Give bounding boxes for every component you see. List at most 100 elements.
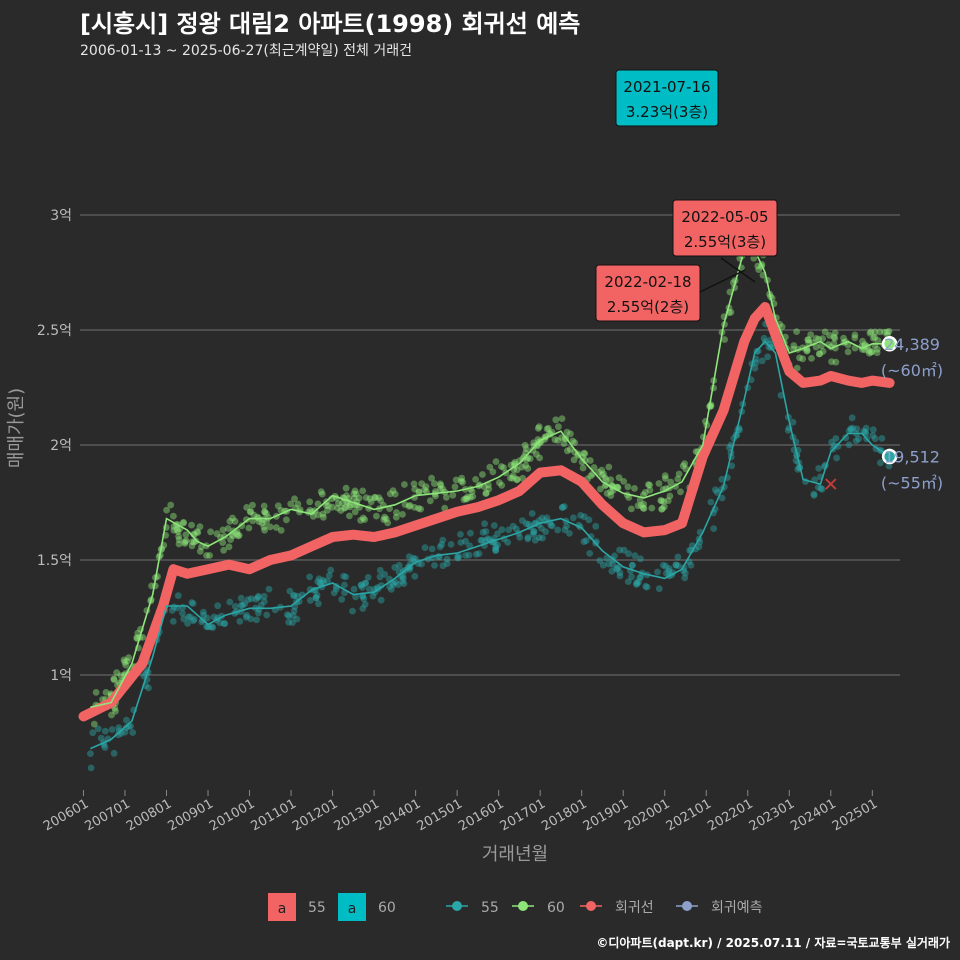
y-axis-label: 매매가(원) (6, 388, 27, 468)
scatter-point-55 (467, 529, 474, 537)
scatter-point-60 (532, 450, 540, 458)
last-point-area: (~55㎡) (881, 474, 943, 493)
chart-subtitle: 2006-01-13 ~ 2025-06-27(최근계약일) 전체 거래건 (80, 43, 412, 59)
scatter-point-55 (784, 427, 792, 434)
scatter-point-60 (451, 483, 459, 491)
scatter-point-55 (570, 514, 577, 522)
scatter-point-55 (342, 573, 350, 581)
scatter-point-55 (431, 562, 438, 569)
scatter-point-55 (115, 724, 123, 732)
scatter-point-55 (306, 597, 314, 604)
scatter-point-60 (511, 458, 519, 466)
scatter-point-55 (481, 520, 488, 528)
scatter-point-55 (295, 598, 303, 605)
scatter-point-55 (439, 536, 447, 544)
scatter-point-55 (586, 550, 594, 557)
last-point-60 (881, 336, 898, 352)
scatter-point-60 (827, 343, 835, 351)
scatter-point-60 (277, 527, 285, 534)
scatter-point-60 (203, 552, 210, 559)
scatter-point-60 (410, 480, 418, 488)
scatter-point-55 (289, 619, 296, 626)
scatter-point-55 (547, 521, 555, 529)
scatter-point-55 (392, 578, 399, 586)
annotation-price: 2.55억(2층) (607, 298, 689, 316)
scatter-point-60 (793, 364, 801, 372)
scatter-point-55 (498, 526, 506, 534)
scatter-point-55 (524, 534, 532, 541)
annotation-price: 2.55억(3층) (684, 233, 766, 251)
scatter-point-55 (168, 606, 176, 614)
annotation-date: 2022-05-05 (681, 208, 768, 226)
scatter-point-55 (477, 537, 485, 544)
scatter-point-60 (399, 511, 406, 518)
scatter-point-60 (867, 348, 875, 356)
scatter-point-55 (504, 539, 512, 546)
scatter-point-60 (174, 528, 182, 535)
scatter-point-55 (869, 432, 877, 439)
scatter-point-60 (514, 475, 521, 483)
legend-line-label: 55 (481, 900, 499, 916)
scatter-point-55 (538, 525, 545, 532)
legend: a 55 a 60 55 60 회귀선 회귀예측 (268, 893, 763, 921)
scatter-point-60 (464, 493, 471, 501)
scatter-point-55 (834, 443, 842, 450)
scatter-point-55 (672, 561, 680, 569)
scatter-point-60 (867, 328, 875, 336)
scatter-point-55 (439, 562, 447, 570)
scatter-point-55 (338, 596, 346, 603)
scatter-point-55 (443, 560, 451, 567)
x-tick-label: 202401 (788, 796, 838, 834)
scatter-point-60 (346, 501, 354, 509)
scatter-point-55 (611, 552, 618, 560)
scatter-point-55 (187, 613, 194, 621)
scatter-point-60 (534, 424, 542, 432)
scatter-point-55 (381, 571, 389, 578)
scatter-point-60 (372, 494, 379, 501)
scatter-point-60 (482, 489, 490, 497)
series-line-60 (90, 241, 890, 708)
scatter-point-60 (206, 552, 214, 559)
scatter-point-55 (479, 528, 487, 536)
scatter-point-60 (337, 507, 345, 514)
scatter-point-55 (492, 546, 500, 554)
scatter-point-55 (519, 517, 526, 524)
scatter-point-60 (755, 266, 763, 273)
scatter-point-60 (844, 341, 852, 349)
scatter-point-55 (665, 567, 673, 575)
x-tick-label: 201501 (415, 796, 465, 834)
scatter-point-60 (641, 489, 649, 496)
x-tick-label: 201901 (581, 796, 631, 834)
scatter-point-60 (124, 657, 131, 665)
scatter-point-60 (437, 481, 445, 489)
scatter-point-60 (646, 481, 653, 489)
scatter-point-55 (101, 744, 109, 751)
scatter-point-55 (672, 561, 680, 569)
scatter-point-55 (314, 578, 322, 585)
scatter-point-55 (377, 596, 385, 604)
scatter-point-60 (352, 490, 360, 498)
scatter-point-55 (405, 553, 413, 560)
scatter-point-55 (466, 542, 473, 549)
legend-line-dot (682, 901, 692, 911)
scatter-point-60 (389, 487, 397, 494)
scatter-point-60 (873, 345, 881, 353)
scatter-point-60 (351, 487, 359, 495)
scatter-point-60 (851, 331, 859, 339)
scatter-point-60 (393, 509, 400, 516)
scatter-point-55 (548, 522, 556, 530)
scatter-point-55 (871, 435, 879, 442)
scatter-point-60 (406, 502, 414, 509)
scatter-point-55 (674, 562, 682, 570)
scatter-point-55 (188, 599, 196, 606)
scatter-point-55 (252, 595, 260, 603)
scatter-point-55 (319, 576, 327, 584)
scatter-point-55 (325, 572, 333, 579)
scatter-point-55 (608, 567, 616, 575)
scatter-point-60 (496, 479, 503, 486)
scatter-point-60 (274, 502, 282, 510)
scatter-point-60 (832, 358, 840, 366)
scatter-point-55 (174, 592, 182, 599)
scatter-point-55 (516, 534, 524, 541)
scatter-point-55 (285, 618, 293, 626)
